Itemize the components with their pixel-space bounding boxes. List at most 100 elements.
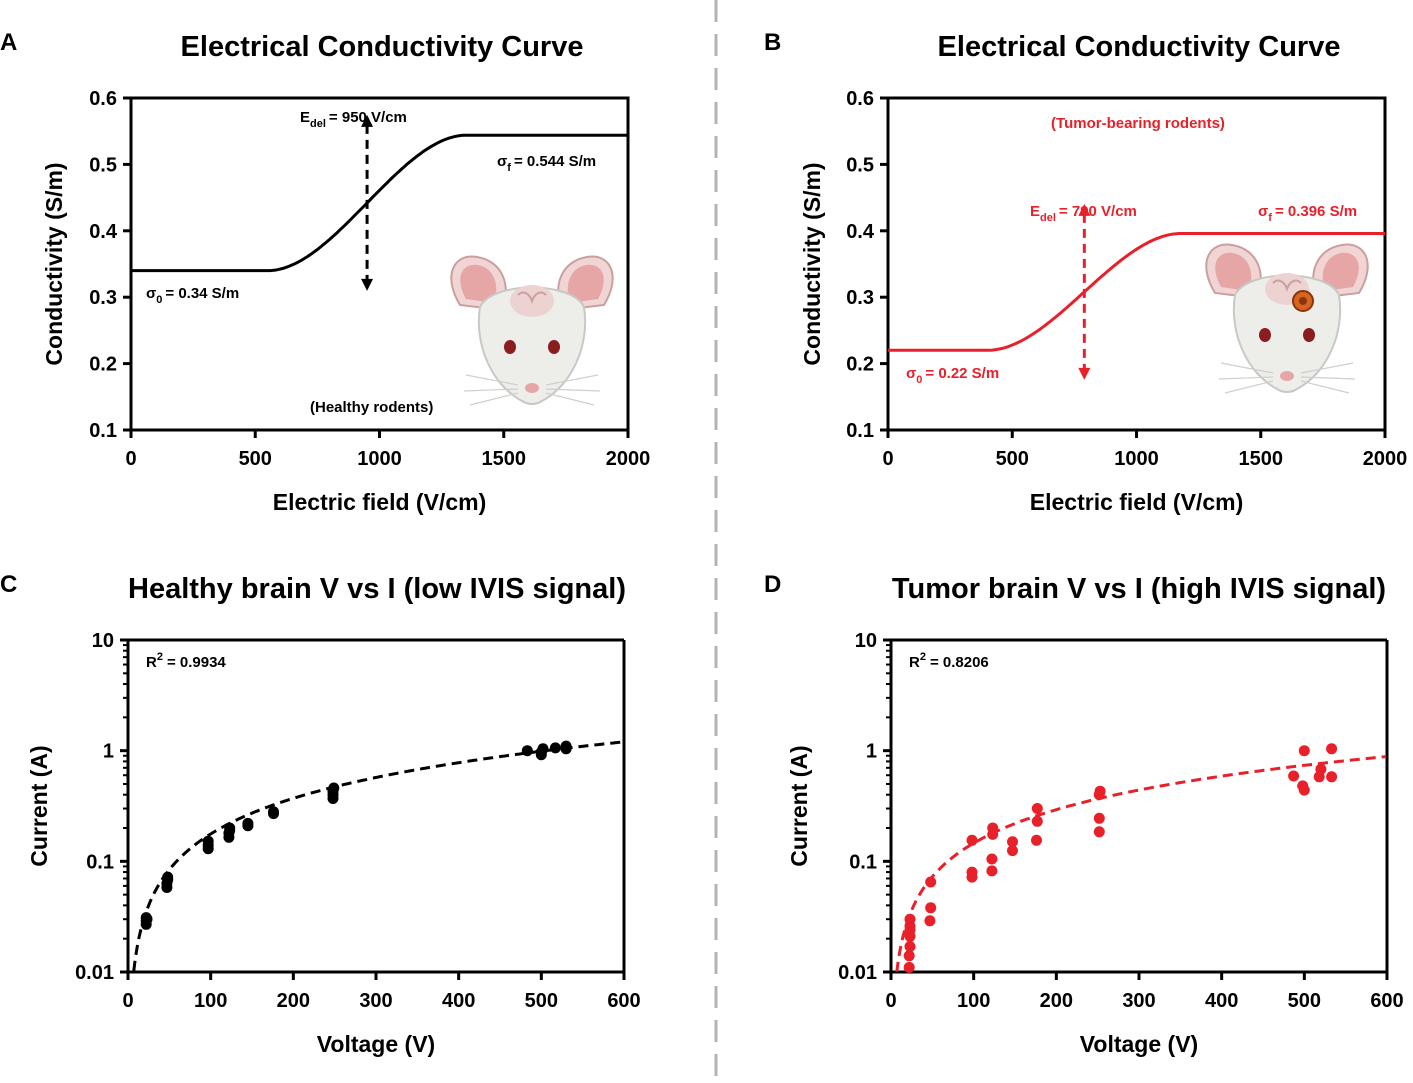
edel-arrow-head-up — [1078, 203, 1091, 216]
chart-title: Tumor brain V vs I (high IVIS signal) — [892, 573, 1386, 605]
data-point — [328, 782, 340, 794]
x-tick-label: 600 — [607, 990, 640, 1012]
x-tick-label: 300 — [359, 990, 392, 1012]
chart-panel-b: B Electrical Conductivity Curve 0 500 1000 15… — [764, 29, 1407, 515]
fit-curve — [895, 755, 1387, 972]
panel-letter: C — [0, 571, 17, 598]
x-axis-label: Voltage (V) — [1080, 1031, 1198, 1057]
data-point — [1093, 812, 1105, 824]
edel-annotation: Edel = 790 V/cm — [1030, 203, 1137, 224]
x-tick-label: 1000 — [357, 448, 402, 470]
y-tick-label: 0.01 — [75, 962, 114, 984]
data-point — [1031, 803, 1043, 814]
y-tick-label: 0.1 — [89, 420, 117, 442]
y-axis-label: Current (A) — [26, 745, 52, 866]
data-point — [1326, 743, 1338, 755]
edel-arrow-head-down — [361, 278, 374, 291]
x-tick-label: 2000 — [1363, 448, 1408, 470]
y-tick-label: 0.4 — [89, 221, 118, 243]
y-tick-label: 0.2 — [846, 354, 874, 376]
y-tick-label: 0.3 — [89, 287, 117, 309]
panel-letter: A — [0, 29, 17, 56]
series-line — [131, 133, 628, 273]
edel-annotation: Edel = 950 V/cm — [300, 109, 407, 130]
y-tick-label: 1 — [866, 741, 877, 763]
edel-arrow-head-down — [1078, 367, 1091, 380]
y-tick-label: 0.1 — [846, 420, 874, 442]
data-point — [966, 834, 978, 846]
data-point — [1298, 784, 1310, 796]
x-tick-label: 1500 — [1239, 448, 1284, 470]
x-tick-label: 500 — [1288, 990, 1321, 1012]
data-point — [1298, 745, 1310, 757]
data-point — [903, 950, 915, 962]
data-point — [1093, 826, 1105, 838]
data-point — [1315, 763, 1327, 775]
data-point — [560, 740, 572, 752]
x-tick-label: 400 — [442, 990, 475, 1012]
mouse-tumor-illustration — [1205, 243, 1369, 394]
y-tick-label: 0.3 — [846, 287, 874, 309]
x-tick-label: 1000 — [1114, 448, 1159, 470]
data-point — [925, 876, 937, 888]
x-axis-label: Voltage (V) — [317, 1031, 435, 1057]
x-tick-label: 400 — [1205, 990, 1238, 1012]
data-point — [1007, 845, 1018, 857]
x-tick-label: 0 — [882, 448, 893, 470]
data-point — [987, 822, 999, 834]
fit-curve — [132, 740, 624, 971]
sigmaf-annotation: σf = 0.544 S/m — [497, 153, 596, 174]
data-point — [268, 806, 279, 818]
chart-panel-c: C Healthy brain V vs I (low IVIS signal) 0… — [0, 571, 641, 1057]
data-point — [141, 913, 153, 925]
data-point — [1031, 834, 1042, 846]
x-tick-label: 300 — [1122, 990, 1155, 1012]
y-tick-label: 0.4 — [846, 221, 875, 243]
mouse-healthy-illustration — [450, 255, 614, 406]
chart-panel-d: D Tumor brain V vs I (high IVIS signal) 0 1… — [764, 571, 1404, 1057]
x-tick-label: 2000 — [606, 448, 651, 470]
chart-panel-a: A Electrical Conductivity Curve 0 500 1000 15… — [0, 29, 650, 515]
y-tick-label: 0.5 — [89, 154, 117, 176]
data-point — [986, 853, 998, 865]
data-point — [1326, 771, 1338, 783]
x-tick-label: 500 — [239, 448, 272, 470]
sigmaf-annotation: σf = 0.396 S/m — [1258, 203, 1357, 224]
series-line — [888, 232, 1385, 352]
y-tick-label: 0.5 — [846, 154, 874, 176]
x-tick-label: 500 — [996, 448, 1029, 470]
panel-letter: D — [764, 571, 781, 598]
y-tick-label: 0.6 — [89, 88, 117, 110]
data-point — [549, 742, 561, 754]
x-axis-label: Electric field (V/cm) — [273, 489, 486, 515]
data-point — [537, 743, 549, 755]
mouse-illustration — [1205, 243, 1369, 394]
y-tick-label: 10 — [92, 630, 114, 652]
y-axis-label: Conductivity (S/m) — [41, 162, 67, 365]
data-point — [904, 913, 916, 925]
r-squared-label: R2 = 0.8206 — [909, 651, 989, 671]
y-axis-label: Current (A) — [786, 745, 812, 866]
data-point — [903, 961, 915, 973]
data-point — [924, 915, 936, 927]
y-axis-label: Conductivity (S/m) — [799, 162, 825, 365]
x-tick-label: 100 — [194, 990, 227, 1012]
data-point — [925, 902, 937, 914]
group-label: (Healthy rodents) — [310, 399, 433, 416]
x-tick-label: 600 — [1370, 990, 1403, 1012]
chart-title: Electrical Conductivity Curve — [181, 31, 584, 63]
data-point — [1007, 836, 1018, 848]
y-tick-label: 0.6 — [846, 88, 874, 110]
group-label: (Tumor-bearing rodents) — [1051, 115, 1225, 132]
data-point — [202, 835, 214, 847]
x-tick-label: 0 — [125, 448, 136, 470]
x-tick-label: 500 — [525, 990, 558, 1012]
data-point — [904, 941, 916, 952]
y-tick-label: 1 — [103, 741, 114, 763]
x-tick-label: 1500 — [482, 448, 527, 470]
data-point — [162, 871, 174, 883]
panel-letter: B — [764, 29, 781, 56]
r-squared-label: R2 = 0.9934 — [146, 651, 226, 671]
